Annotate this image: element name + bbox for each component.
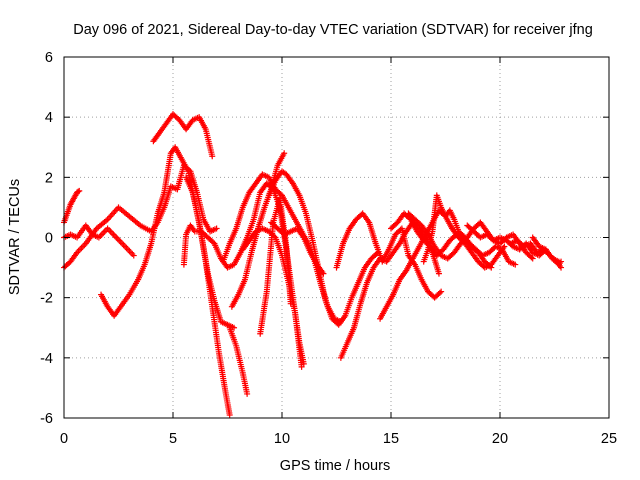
x-tick-label: 20 xyxy=(492,431,508,447)
x-tick-label: 10 xyxy=(274,431,290,447)
y-axis-label: SDTVAR / TECUs xyxy=(7,179,23,295)
y-tick-label: -2 xyxy=(40,291,53,307)
data-point xyxy=(501,243,508,250)
x-tick-label: 15 xyxy=(383,431,399,447)
y-tick-label: 6 xyxy=(45,50,53,66)
data-point xyxy=(244,390,251,397)
x-tick-label: 5 xyxy=(169,431,177,447)
data-point xyxy=(558,264,565,271)
data-points xyxy=(61,111,565,418)
data-point xyxy=(209,153,216,160)
data-point xyxy=(130,252,137,259)
series-track-19 xyxy=(420,192,495,271)
data-point xyxy=(435,270,442,277)
data-point xyxy=(281,150,288,157)
data-point xyxy=(213,225,220,232)
data-point xyxy=(438,288,445,295)
series-track-13 xyxy=(239,225,305,370)
y-tick-label: 0 xyxy=(45,231,53,247)
series-track-7 xyxy=(226,324,251,397)
series-track-12 xyxy=(265,168,381,328)
data-point xyxy=(76,187,83,194)
y-tick-label: -6 xyxy=(40,411,53,427)
y-tick-label: 2 xyxy=(45,170,53,186)
data-point xyxy=(210,239,217,246)
series-track-15 xyxy=(333,210,445,301)
grid xyxy=(64,57,609,418)
data-point xyxy=(298,363,305,370)
y-tick-label: -4 xyxy=(40,351,53,367)
chart-title: Day 096 of 2021, Sidereal Day-to-day VTE… xyxy=(73,22,593,38)
series-track-23 xyxy=(529,234,565,268)
data-point xyxy=(271,233,278,240)
x-tick-label: 25 xyxy=(601,431,617,447)
data-point xyxy=(320,270,327,277)
y-tick-label: 4 xyxy=(45,110,53,126)
x-axis-label: GPS time / hours xyxy=(280,458,390,474)
series-track-5 xyxy=(150,111,216,160)
data-point xyxy=(528,254,535,261)
data-point xyxy=(488,264,495,271)
series-track-1 xyxy=(61,187,83,226)
data-point xyxy=(75,188,82,195)
axis-ticks: 0 5 10 15 20 25 -6 -4 -2 0 2 4 6 xyxy=(40,50,617,447)
data-point xyxy=(512,261,519,268)
series-track-14 xyxy=(268,219,327,277)
data-point xyxy=(436,289,443,296)
data-point xyxy=(486,263,493,270)
data-point xyxy=(529,255,536,262)
data-point xyxy=(226,411,233,418)
series-track-6 xyxy=(183,174,233,418)
x-tick-label: 0 xyxy=(60,431,68,447)
data-point xyxy=(558,258,565,265)
